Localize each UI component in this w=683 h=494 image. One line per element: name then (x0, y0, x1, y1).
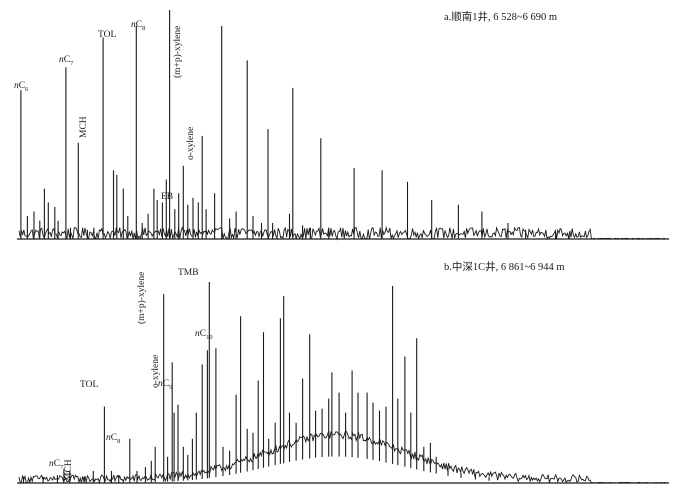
panel-a-peaks (20, 10, 570, 239)
panel-a-peak-labels: nC6 nC7 MCH TOL nC8 (m+p)-xylene o-xylene EB (14, 20, 196, 202)
panel-a-baseline-noise (18, 225, 666, 241)
baseline-noise-trace (18, 430, 666, 485)
panel-b-peaks (22, 282, 490, 483)
peak-label-nc9: nC9 (158, 379, 172, 391)
peak-label-tol: TOL (80, 380, 98, 390)
peak-label-mch: MCH (64, 459, 74, 481)
peak-label-ox: o-xylene (151, 355, 161, 388)
peak-label-mpx: (m+p)-xylene (136, 272, 147, 324)
peak-label-ox: o-xylene (186, 127, 196, 160)
peak-label-nc7: nC7 (49, 459, 64, 471)
chromatogram-panel-a: a.顺南1井, 6 528~6 690 m nC6 nC7 MCH TOL nC8 (m+… (14, 10, 669, 241)
peak-label-nc8: nC8 (131, 20, 145, 32)
peak-label-tol: TOL (98, 30, 116, 40)
peak-label-nc10: nC10 (195, 329, 213, 341)
peak-label-mpx: (m+p)-xylene (172, 26, 183, 78)
peak-label-mch: MCH (79, 116, 89, 138)
peak-label-eb: EB (161, 192, 173, 202)
peak-label-nc8: nC8 (106, 433, 120, 445)
peak-label-nc6: nC6 (14, 81, 29, 93)
panel-a-title: a.顺南1井, 6 528~6 690 m (444, 10, 557, 23)
panel-b-title: b.中深1C井, 6 861~6 944 m (444, 260, 565, 273)
chromatogram-panel-b: b.中深1C井, 6 861~6 944 m nC7 MCH TOL nC8 (m+p)… (17, 260, 669, 485)
panel-b-baseline-noise (18, 430, 666, 485)
baseline-noise-trace (18, 225, 666, 241)
peak-label-nc7: nC7 (59, 55, 74, 67)
peak-label-tmb: TMB (178, 268, 199, 278)
